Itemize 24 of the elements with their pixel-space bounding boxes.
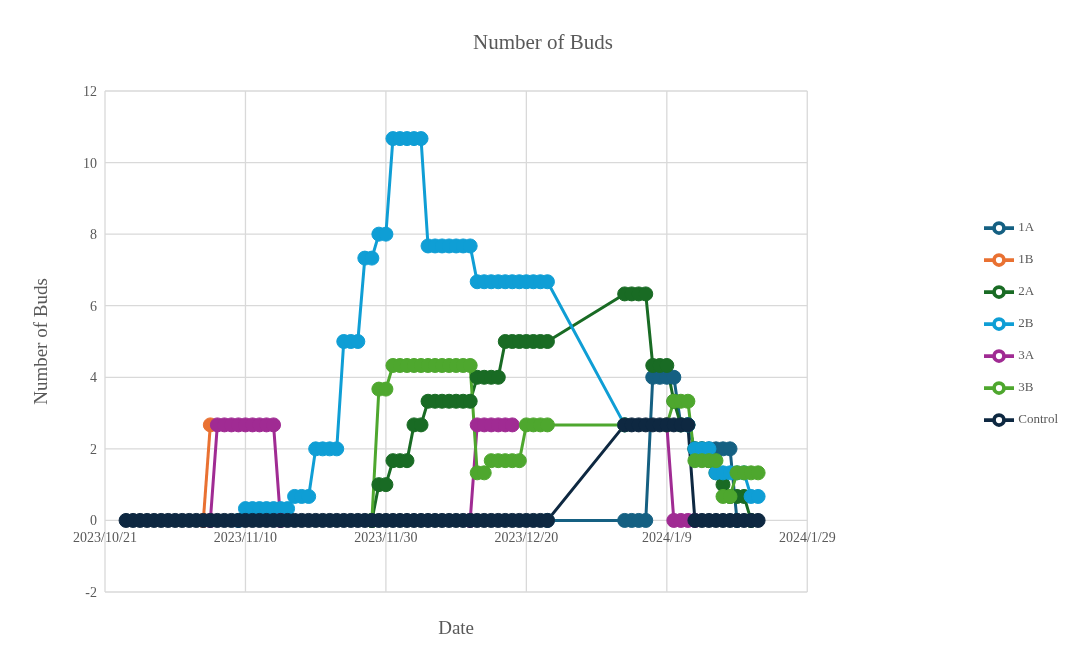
legend-label: 2A	[1018, 282, 1035, 298]
x-tick-label: 2023/11/30	[354, 530, 418, 546]
x-tick-label: 2024/1/29	[778, 530, 836, 546]
legend-label: 2B	[1018, 314, 1034, 330]
y-tick-label: 6	[90, 298, 97, 314]
y-tick-label: 10	[83, 155, 97, 171]
x-axis-title: Date	[438, 617, 475, 638]
x-tick-label: 2024/1/9	[641, 530, 692, 546]
legend-label: 1A	[1018, 218, 1035, 234]
x-tick-label: 2023/12/20	[494, 530, 559, 546]
legend-label: 1B	[1018, 250, 1034, 266]
y-tick-label: 8	[90, 227, 97, 243]
y-tick-label: 2	[90, 441, 97, 457]
x-tick-label: 2023/11/10	[213, 530, 278, 546]
legend-label: 3A	[1018, 347, 1035, 362]
y-tick-label: -2	[85, 584, 97, 600]
y-tick-label: 0	[90, 513, 97, 529]
legend-label: Control	[1018, 411, 1058, 427]
y-tick-label: 12	[83, 83, 97, 99]
legend-label: 3B	[1018, 379, 1034, 395]
chart-title: Number of Buds	[472, 30, 614, 55]
y-axis-title: Number of Buds	[29, 278, 51, 405]
x-tick-label: 2023/10/21	[73, 530, 137, 546]
y-tick-label: 4	[90, 370, 97, 386]
